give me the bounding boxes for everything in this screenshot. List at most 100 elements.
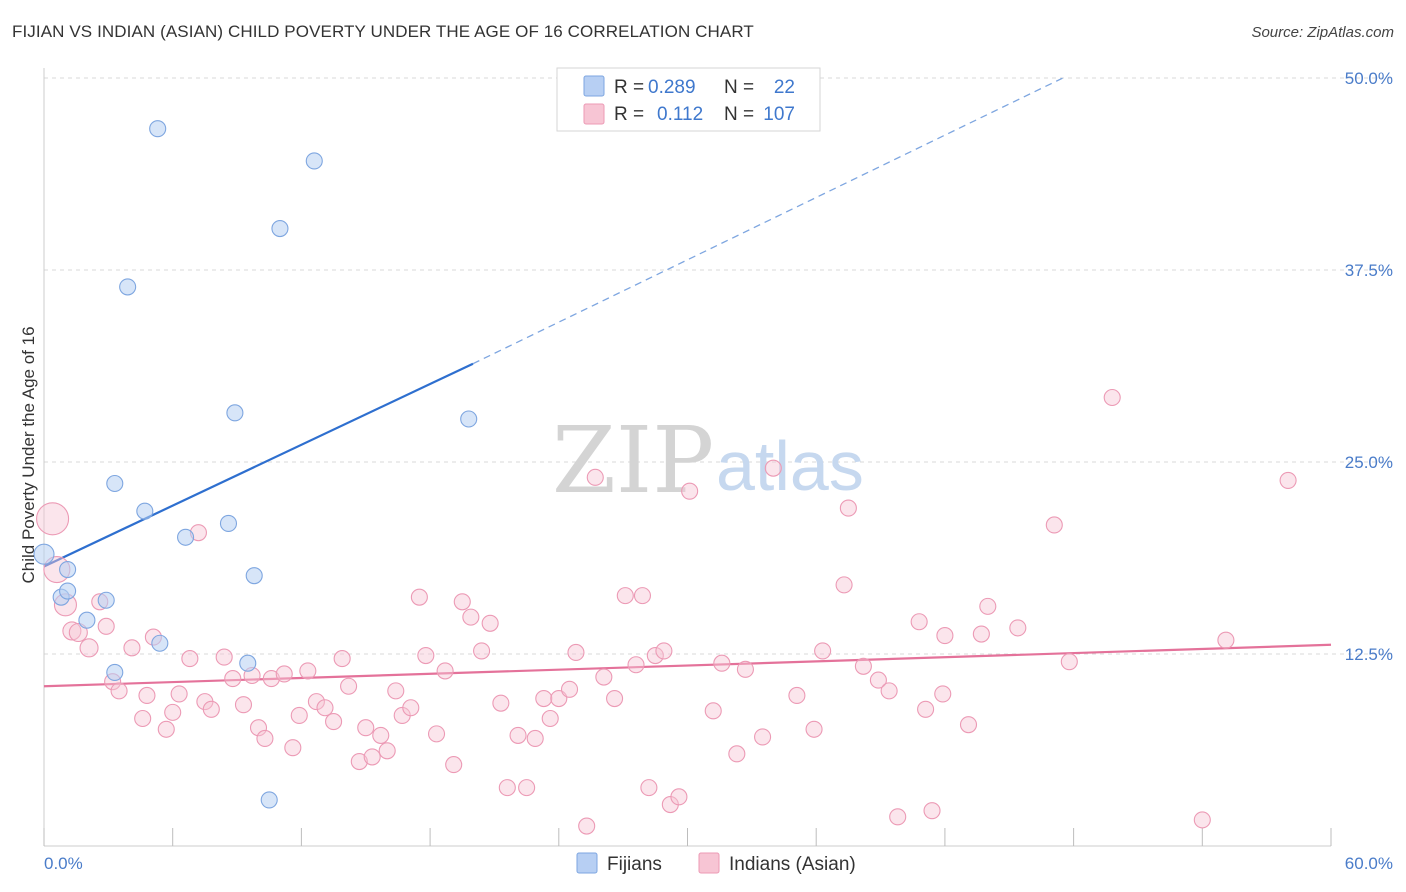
indian-point	[262, 670, 280, 688]
axes	[43, 68, 1332, 847]
x-tick-max: 60.0%	[1345, 854, 1393, 873]
indian-point	[363, 748, 381, 766]
indian-point	[560, 680, 579, 698]
legend-n-label-indian: N =	[724, 104, 754, 125]
indian-point	[736, 660, 754, 678]
indian-point	[453, 593, 471, 611]
indian-point	[202, 700, 220, 718]
fijian-point	[119, 278, 137, 296]
watermark: ZIP atlas	[552, 407, 864, 514]
indian-point	[880, 682, 898, 700]
y-axis-label: Child Poverty Under the Age of 16	[19, 326, 38, 583]
indian-point	[1045, 516, 1063, 534]
indian-point	[316, 699, 334, 717]
indian-point	[498, 779, 516, 797]
fijian-point	[460, 410, 478, 428]
indian-point	[492, 694, 510, 712]
fijian-point	[59, 560, 77, 579]
fijian-point	[245, 567, 263, 585]
legend-swatch-indian	[583, 103, 605, 125]
bottom-legend-swatch-fijian	[576, 852, 598, 874]
legend-n-value-indian: 107	[763, 104, 795, 125]
indian-point	[164, 703, 182, 721]
legend-r-label-fijian: R =	[614, 77, 644, 98]
legend-swatch-fijian	[583, 75, 605, 97]
fijian-point	[78, 611, 96, 629]
indian-point	[138, 686, 156, 705]
indian-point	[436, 662, 454, 680]
indian-point	[224, 670, 242, 688]
fijian-point	[226, 404, 244, 422]
indian-point	[350, 752, 368, 771]
bottom-legend-label-fijian: Fijians	[607, 854, 662, 875]
fijian-point	[219, 514, 238, 532]
chart-title: FIJIAN VS INDIAN (ASIAN) CHILD POVERTY U…	[12, 22, 754, 41]
fijian-points	[33, 120, 478, 809]
indian-point	[481, 614, 499, 632]
indian-point	[713, 654, 731, 672]
indian-point	[972, 625, 990, 643]
indian-point	[333, 650, 351, 668]
indian-point	[1193, 811, 1211, 829]
fijian-point	[271, 219, 289, 238]
indian-point	[640, 779, 658, 797]
indian-point	[134, 709, 152, 728]
indian-point	[427, 725, 446, 743]
indian-point	[378, 742, 396, 760]
fijian-trend-line	[43, 362, 474, 568]
indian-point	[387, 682, 405, 700]
indian-point	[509, 726, 527, 744]
watermark-atlas: atlas	[716, 427, 864, 505]
indian-point	[754, 728, 772, 746]
indian-point	[372, 726, 390, 744]
y-tick-label: 12.5%	[1345, 645, 1393, 664]
indian-point	[410, 588, 428, 606]
indian-point	[704, 702, 722, 720]
indian-point	[340, 677, 358, 695]
bottom-legend-label-indian: Indians (Asian)	[729, 854, 856, 875]
indian-point	[234, 696, 253, 714]
indian-point	[541, 709, 559, 728]
y-tick-label: 25.0%	[1345, 453, 1393, 472]
indian-point	[518, 779, 536, 797]
indian-points	[36, 388, 1297, 835]
legend-n-value-fijian: 22	[774, 77, 795, 98]
indian-point	[917, 700, 935, 718]
indian-point	[181, 650, 199, 668]
indian-point	[764, 459, 782, 477]
indian-point	[157, 720, 175, 738]
legend-n-label-fijian: N =	[724, 77, 754, 98]
indian-point	[646, 646, 664, 665]
indian-point	[1103, 388, 1121, 407]
indian-point	[606, 689, 624, 708]
indian-point	[256, 729, 274, 748]
indian-point	[681, 482, 699, 500]
trend-lines	[43, 77, 1332, 688]
indian-point	[307, 693, 325, 711]
indian-point	[1060, 653, 1078, 671]
indian-point	[215, 648, 233, 666]
indian-point	[805, 720, 823, 738]
indian-point	[445, 756, 463, 774]
fijian-point	[106, 663, 124, 681]
indian-point	[959, 716, 978, 734]
indian-point	[839, 499, 857, 517]
bottom-legend-swatch-indian	[698, 852, 720, 874]
indian-point	[814, 642, 832, 660]
fijian-point	[239, 654, 257, 672]
fijian-point	[149, 120, 167, 138]
indian-point	[290, 706, 308, 724]
indian-point	[36, 502, 70, 536]
indian-point	[936, 627, 954, 645]
indian-point	[170, 685, 188, 703]
fijian-point	[59, 582, 77, 600]
indian-point	[910, 613, 928, 631]
legend-r-value-indian: 0.112	[657, 104, 703, 125]
fijian-point	[305, 152, 323, 170]
correlation-legend: R = 0.289 N = 22 R = 0.112 N = 107	[556, 67, 821, 132]
indian-point	[728, 745, 746, 763]
indian-point	[567, 643, 585, 662]
series-legend: Fijians Indians (Asian)	[576, 852, 856, 875]
y-tick-label: 50.0%	[1345, 69, 1393, 88]
